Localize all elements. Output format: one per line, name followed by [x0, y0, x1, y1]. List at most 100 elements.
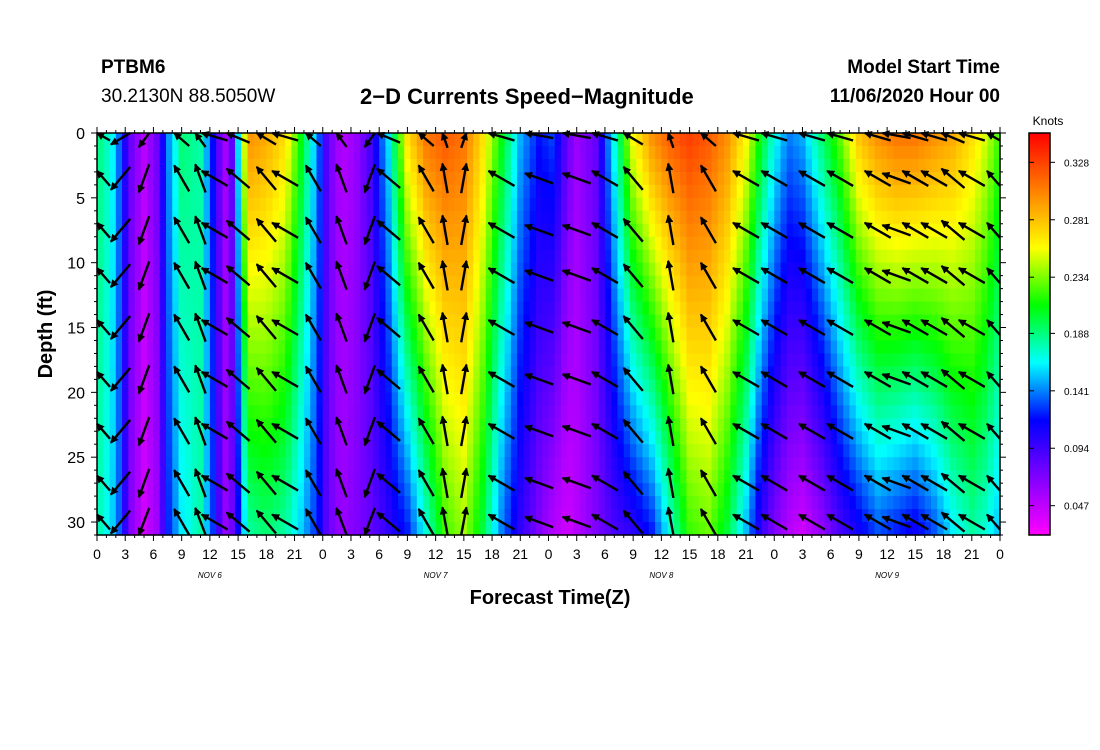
heatmap-cell [548, 379, 556, 393]
heatmap-cell [272, 444, 280, 458]
heatmap-cell [184, 444, 192, 458]
heatmap-cell [479, 431, 487, 445]
heatmap-cell [949, 133, 957, 147]
current-vector [255, 218, 277, 243]
heatmap-cell [178, 210, 186, 225]
current-vector [376, 131, 401, 144]
current-vector [417, 365, 435, 393]
heatmap-cell [974, 197, 982, 212]
current-vector [137, 163, 151, 194]
heatmap-cell [655, 197, 662, 212]
heatmap-cell [529, 158, 537, 173]
heatmap-cell [699, 249, 706, 264]
heatmap-cell [642, 223, 650, 238]
heatmap-cell [404, 470, 412, 484]
heatmap-cell [554, 210, 562, 225]
heatmap-cell [824, 288, 832, 303]
heatmap-cell [799, 158, 807, 173]
heatmap-cell [561, 262, 568, 277]
heatmap-cell [153, 418, 161, 432]
heatmap-cell [912, 301, 920, 316]
heatmap-cell [949, 431, 957, 445]
heatmap-cell [611, 470, 619, 484]
heatmap-cell [241, 197, 249, 212]
heatmap-cell [887, 314, 894, 329]
heatmap-cell [567, 210, 575, 225]
current-vector [173, 132, 190, 147]
heatmap-cell [918, 249, 926, 264]
current-vector [591, 474, 619, 492]
heatmap-cell [479, 366, 487, 380]
heatmap-cell [372, 171, 380, 186]
heatmap-cell [329, 301, 336, 316]
heatmap-cell [448, 288, 456, 303]
heatmap-cell [535, 509, 543, 523]
heatmap-cell [435, 275, 443, 290]
heatmap-cell [648, 444, 656, 458]
heatmap-cell [429, 275, 437, 290]
heatmap-cell [247, 509, 255, 523]
heatmap-cell [278, 366, 286, 380]
heatmap-cell [385, 444, 393, 458]
heatmap-cell [416, 184, 424, 199]
heatmap-cell [366, 392, 374, 406]
heatmap-cell [448, 158, 456, 173]
heatmap-cell [385, 197, 393, 212]
heatmap-cell [322, 470, 330, 484]
heatmap-cell [855, 353, 863, 368]
heatmap-cell [604, 392, 612, 406]
heatmap-cell [172, 340, 180, 355]
heatmap-cell [836, 431, 844, 445]
heatmap-cell [303, 392, 311, 406]
heatmap-cell [648, 496, 656, 510]
heatmap-cell [811, 353, 819, 368]
heatmap-cell [749, 301, 757, 316]
heatmap-cell [761, 379, 769, 393]
heatmap-cell [818, 301, 826, 316]
heatmap-cell [673, 197, 681, 212]
heatmap-cell [134, 496, 142, 510]
current-vector [173, 508, 191, 536]
heatmap-cell [561, 418, 568, 432]
heatmap-cell [272, 405, 280, 419]
heatmap-cell [165, 184, 173, 199]
heatmap-cell [391, 366, 399, 380]
heatmap-cell [291, 210, 299, 225]
heatmap-cell [517, 444, 525, 458]
current-vector [271, 474, 299, 492]
heatmap-cell [228, 158, 236, 173]
heatmap-cell [742, 158, 750, 173]
heatmap-cell [460, 353, 468, 368]
heatmap-cell [103, 496, 111, 510]
heatmap-cell [297, 184, 305, 199]
heatmap-cell [761, 301, 769, 316]
heatmap-cell [372, 496, 380, 510]
heatmap-cell [887, 223, 894, 238]
heatmap-cell [561, 301, 568, 316]
heatmap-cell [905, 405, 913, 419]
heatmap-cell [191, 327, 198, 342]
heatmap-cell [535, 470, 543, 484]
heatmap-cell [611, 171, 619, 186]
heatmap-cell [310, 392, 318, 406]
heatmap-cell [868, 171, 876, 186]
heatmap-cell [115, 275, 123, 290]
heatmap-cell [197, 340, 205, 355]
heatmap-cell [579, 262, 587, 277]
heatmap-cell [918, 223, 926, 238]
heatmap-cell [711, 275, 719, 290]
heatmap-cell [680, 379, 688, 393]
heatmap-cell [811, 418, 819, 432]
x-tick-label: 9 [404, 546, 412, 562]
x-tick-label: 18 [710, 546, 726, 562]
heatmap-cell [492, 405, 499, 419]
heatmap-cell [786, 158, 794, 173]
heatmap-cell [786, 340, 794, 355]
heatmap-cell [492, 249, 499, 264]
heatmap-cell [805, 171, 813, 186]
heatmap-cell [598, 379, 606, 393]
heatmap-cell [159, 509, 167, 523]
heatmap-cell [310, 327, 318, 342]
current-vector [826, 422, 854, 440]
heatmap-cell [981, 301, 989, 316]
